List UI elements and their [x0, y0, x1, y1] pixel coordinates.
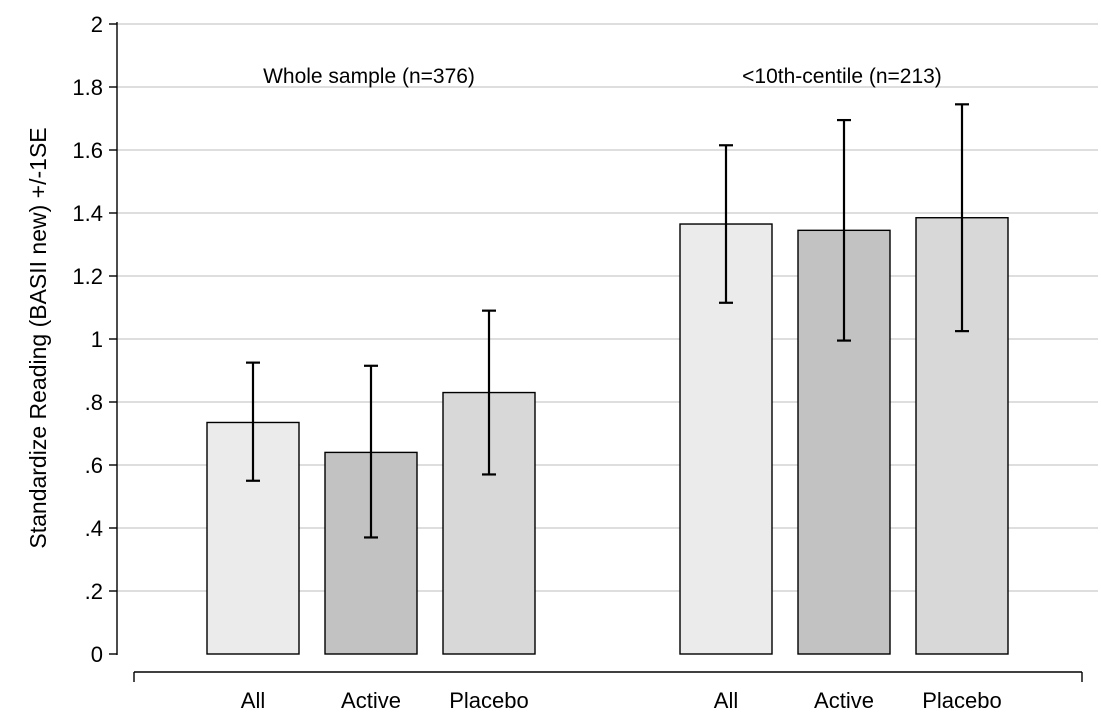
y-tick-label: .4: [85, 516, 103, 541]
x-category-label: Placebo: [449, 688, 529, 713]
x-category-label: Active: [814, 688, 874, 713]
labels: 0 .2 .4 .6 .8 1 1.2 1.4 1.6 1.8 2 Whole sample (n=3…: [72, 12, 1001, 713]
group-title: Whole sample (n=376): [263, 65, 475, 88]
bars: [206, 217, 1009, 655]
y-tick-label: 0: [91, 642, 103, 667]
y-axis-title: Standardize Reading (BASII new) +/-1SE: [25, 127, 51, 548]
bar-placebo: [442, 391, 536, 655]
x-category-label: Placebo: [922, 688, 1002, 713]
y-tick-label: 1: [91, 327, 103, 352]
x-category-label: All: [714, 688, 738, 713]
y-tick-label: 1.4: [72, 201, 103, 226]
y-tick-label: 1.6: [72, 138, 103, 163]
y-tick-label: .2: [85, 579, 103, 604]
x-category-label: All: [241, 688, 265, 713]
y-tick-label: 2: [91, 12, 103, 37]
y-tick-label: .6: [85, 453, 103, 478]
y-tick-label: 1.8: [72, 75, 103, 100]
error-bars: [246, 103, 969, 539]
y-tick-label: 1.2: [72, 264, 103, 289]
x-category-label: Active: [341, 688, 401, 713]
y-tick-label: .8: [85, 390, 103, 415]
axes: [109, 22, 1083, 682]
group-title: <10th-centile (n=213): [742, 65, 942, 88]
